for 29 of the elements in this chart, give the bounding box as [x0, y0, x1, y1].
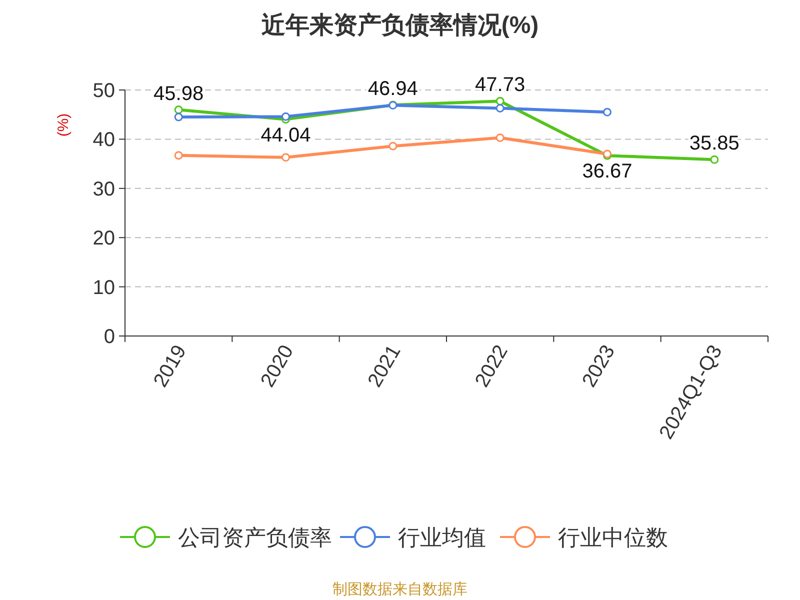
- chart-title: 近年来资产负债率情况(%): [261, 12, 539, 39]
- legend-label: 行业中位数: [558, 525, 668, 550]
- y-axis-title: (%): [55, 113, 72, 137]
- point: [496, 104, 504, 112]
- point: [496, 96, 504, 106]
- point: [603, 108, 612, 116]
- point: [710, 155, 719, 164]
- legend-label: 公司资产负债率: [178, 525, 332, 550]
- y-tick-label: 30: [92, 178, 115, 200]
- data-label: 36.67: [582, 160, 632, 183]
- point: [174, 106, 183, 114]
- text: 制图数据来自数据库: [332, 581, 468, 598]
- point: [282, 153, 290, 162]
- data-label: 47.73: [475, 74, 526, 96]
- y-tick-label: 50: [92, 80, 115, 102]
- point: [282, 112, 290, 121]
- data-label: 35.85: [689, 132, 740, 155]
- point: [174, 112, 183, 122]
- point: [388, 142, 398, 150]
- y-tick-label: 0: [104, 326, 115, 348]
- data-label: 46.94: [368, 78, 418, 100]
- y-tick-label: 20: [92, 228, 115, 250]
- y-tick-label: 40: [92, 129, 115, 152]
- point: [496, 133, 504, 142]
- data-label: 45.98: [154, 82, 204, 105]
- y-tick-label: 10: [92, 276, 115, 299]
- data-label: 44.04: [260, 124, 311, 146]
- legend-label: 行业均值: [398, 525, 486, 550]
- point: [174, 151, 183, 160]
